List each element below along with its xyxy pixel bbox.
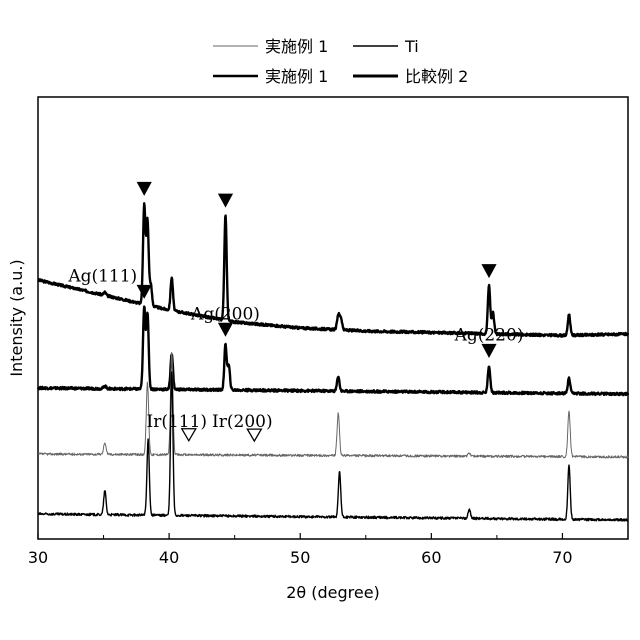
legend: 実施例 1 Ti 実施例 1 比較例 2 — [213, 37, 468, 86]
filled-triangle-marker — [219, 323, 232, 335]
x-axis-label: 2θ (degree) — [286, 583, 380, 602]
filled-triangle-marker — [219, 194, 232, 206]
legend-label: 実施例 1 — [265, 67, 328, 86]
legend-label: Ti — [404, 37, 419, 56]
series-layer — [38, 203, 628, 521]
legend-label: 比較例 2 — [405, 67, 468, 86]
x-tick-label: 50 — [290, 548, 310, 567]
annotation-layer: Ag(111) Ag(200) Ag(220) Ir(111)Ir(200) — [67, 183, 523, 442]
peak-label: Ir(200) — [212, 412, 273, 432]
x-tick-label: 40 — [159, 548, 179, 567]
peak-label: Ir(111) — [146, 412, 207, 432]
peak-label: Ag(111) — [67, 266, 137, 286]
x-axis-ticks: 30 40 50 60 70 — [28, 533, 573, 567]
x-tick-label: 70 — [552, 548, 572, 567]
series-line — [38, 307, 628, 396]
x-tick-label: 60 — [421, 548, 441, 567]
plot-frame — [38, 97, 628, 539]
filled-triangle-marker — [483, 345, 496, 357]
filled-triangle-marker — [138, 183, 151, 195]
filled-triangle-marker — [138, 285, 151, 297]
peak-label: Ag(200) — [190, 304, 260, 324]
legend-label: 実施例 1 — [265, 37, 328, 56]
peak-label: Ag(220) — [454, 326, 524, 346]
series-line — [38, 352, 628, 458]
filled-triangle-marker — [483, 265, 496, 277]
x-tick-label: 30 — [28, 548, 48, 567]
y-axis-label: Intensity (a.u.) — [7, 259, 26, 376]
